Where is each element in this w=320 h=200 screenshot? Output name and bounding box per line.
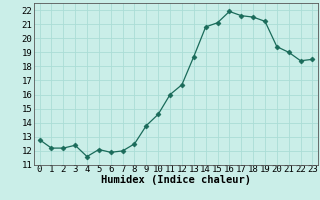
X-axis label: Humidex (Indice chaleur): Humidex (Indice chaleur) xyxy=(101,175,251,185)
